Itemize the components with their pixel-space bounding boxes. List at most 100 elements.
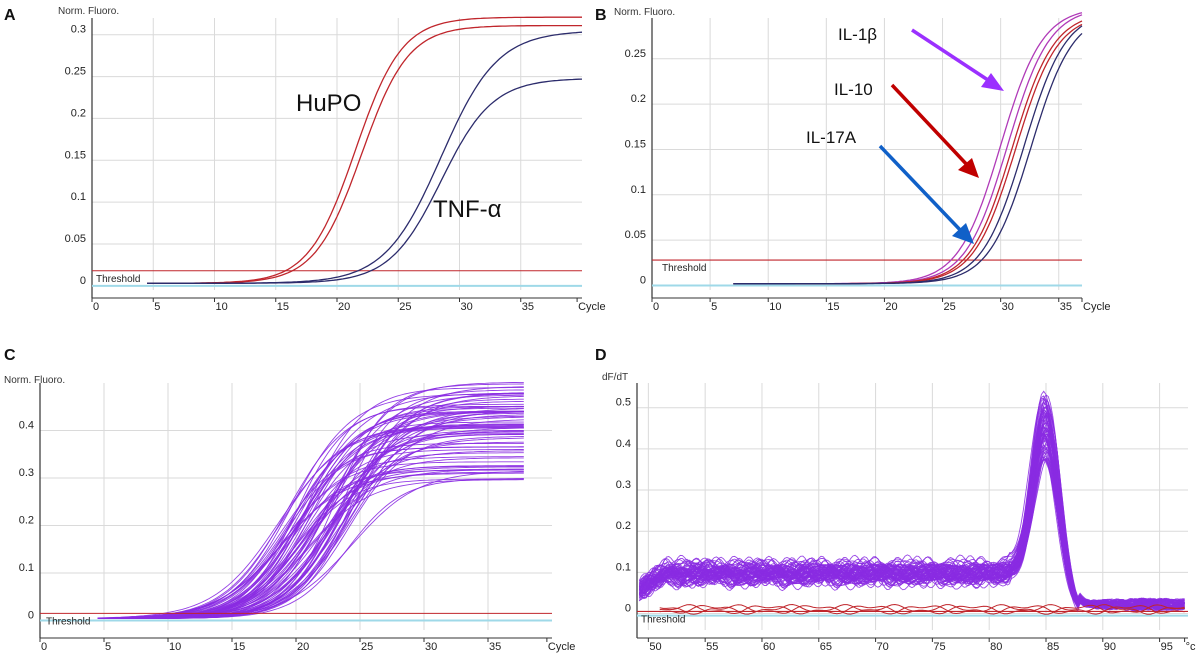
panel-a-y-axis-title: Norm. Fluoro. xyxy=(58,6,119,17)
panel-b-y-tick: 0.1 xyxy=(631,184,646,196)
panel-a-curves xyxy=(147,16,583,284)
panel-c-x-tick: 25 xyxy=(361,641,373,653)
panel-b-arrows xyxy=(878,28,1004,244)
panel-c-curve xyxy=(97,415,524,619)
panel-c-threshold-label: Threshold xyxy=(46,616,90,627)
panel-c-y-ticks: 0 0.1 0.2 0.3 0.4 xyxy=(19,420,34,622)
panel-b-annotation-il17a: IL-17A xyxy=(806,128,857,147)
panel-d-y-tick: 0 xyxy=(625,603,631,615)
panel-a: A Norm. Fluoro. 0 0.05 0.1 0.15 0.2 0.25… xyxy=(4,6,606,313)
panel-b-y-axis-title: Norm. Fluoro. xyxy=(614,7,675,18)
panel-d-x-ticks: 50 55 60 65 70 75 80 85 90 95 °c xyxy=(649,641,1196,653)
panel-b-y-tick: 0.2 xyxy=(631,93,646,105)
panel-c-y-tick: 0 xyxy=(28,610,34,622)
arrow-il10-shaft xyxy=(890,83,972,170)
panel-b-annotation-il1b: IL-1β xyxy=(838,25,877,44)
panel-d-axes xyxy=(636,383,1188,642)
panel-b-x-tick: 10 xyxy=(769,301,781,313)
panel-c-curves xyxy=(97,381,524,620)
panel-a-curve xyxy=(147,16,582,284)
panel-c-x-tick: Cycle xyxy=(548,641,576,653)
panel-c-letter: C xyxy=(4,347,16,364)
panel-c-y-tick: 0.3 xyxy=(19,467,34,479)
panel-a-x-tick: 30 xyxy=(461,301,473,313)
panel-d-threshold-label: Threshold xyxy=(641,614,685,625)
panel-c-curve xyxy=(97,416,524,619)
panel-a-x-tick: 20 xyxy=(338,301,350,313)
panel-a-y-tick: 0.25 xyxy=(65,66,86,78)
panel-d-x-tick: 85 xyxy=(1047,641,1059,653)
panel-c-curve xyxy=(97,406,524,619)
arrow-il17a xyxy=(878,144,974,244)
panel-a-x-ticks: 0 5 10 15 20 25 30 35 Cycle xyxy=(93,301,606,313)
panel-a-curve xyxy=(147,24,582,284)
arrow-il1b xyxy=(911,28,1004,91)
panel-a-x-tick: 10 xyxy=(216,301,228,313)
panel-c-y-tick: 0.2 xyxy=(19,515,34,527)
arrow-il1b-head xyxy=(981,73,1004,91)
panel-b-x-tick: Cycle xyxy=(1083,301,1111,313)
panel-b-x-tick: 35 xyxy=(1060,301,1072,313)
panel-a-x-tick: 15 xyxy=(277,301,289,313)
panel-b-x-tick: 20 xyxy=(885,301,897,313)
panel-a-curve xyxy=(147,31,583,284)
panel-c-x-tick: 20 xyxy=(297,641,309,653)
panel-a-y-tick: 0 xyxy=(80,275,86,287)
panel-a-y-ticks: 0 0.05 0.1 0.15 0.2 0.25 0.3 xyxy=(65,24,86,287)
panel-c-y-tick: 0.1 xyxy=(19,562,34,574)
panel-a-grid xyxy=(92,18,582,290)
panel-c-x-tick: 35 xyxy=(489,641,501,653)
panel-b-x-tick: 0 xyxy=(653,301,659,313)
panel-c-curve xyxy=(97,405,524,619)
arrow-il1b-shaft xyxy=(911,28,995,86)
panel-a-x-tick: Cycle xyxy=(578,301,606,313)
panel-d-y-axis-title: dF/dT xyxy=(602,372,628,383)
panel-d: D dF/dT 0 0.1 0.2 0.3 0.4 0.5 50 55 60 6… xyxy=(595,347,1196,653)
panel-b-x-ticks: 0 5 10 15 20 25 30 35 Cycle xyxy=(653,301,1111,313)
panel-d-x-tick: 55 xyxy=(706,641,718,653)
panel-d-x-tick: °c xyxy=(1186,641,1196,653)
panel-d-x-tick: 95 xyxy=(1161,641,1173,653)
panel-c-curve xyxy=(97,406,524,619)
panel-a-x-tick: 35 xyxy=(522,301,534,313)
panel-a-y-tick: 0.05 xyxy=(65,233,86,245)
panel-c-y-axis-title: Norm. Fluoro. xyxy=(4,375,65,386)
panel-a-annotation-tnf: TNF-α xyxy=(433,196,502,223)
panel-b: B Norm. Fluoro. 0 0.05 0.1 0.15 0.2 0.25… xyxy=(595,7,1111,313)
panel-b-y-tick: 0.15 xyxy=(625,138,646,150)
panel-d-y-tick: 0.4 xyxy=(616,438,631,450)
panel-d-curves xyxy=(638,390,1185,613)
panel-d-curve xyxy=(639,414,1185,611)
panel-d-x-tick: 65 xyxy=(820,641,832,653)
panel-b-grid xyxy=(652,18,1082,290)
panel-c-curve xyxy=(97,393,524,619)
panel-c-curve xyxy=(97,381,524,619)
panel-b-threshold-label: Threshold xyxy=(662,263,706,274)
panel-d-grid xyxy=(637,383,1188,630)
panel-d-y-tick: 0.2 xyxy=(616,520,631,532)
panel-b-y-ticks: 0 0.05 0.1 0.15 0.2 0.25 xyxy=(625,48,646,287)
panel-d-y-ticks: 0 0.1 0.2 0.3 0.4 0.5 xyxy=(616,397,631,615)
panel-c-x-tick: 5 xyxy=(105,641,111,653)
panel-a-x-tick: 25 xyxy=(399,301,411,313)
panel-a-y-tick: 0.3 xyxy=(71,24,86,36)
panel-c-x-tick: 0 xyxy=(41,641,47,653)
panel-b-x-tick: 5 xyxy=(711,301,717,313)
panel-b-y-tick: 0.25 xyxy=(625,48,646,60)
panel-d-control-curves xyxy=(659,603,1185,615)
panel-c-curve xyxy=(97,433,524,619)
panel-a-x-tick: 5 xyxy=(154,301,160,313)
panel-a-letter: A xyxy=(4,7,16,24)
panel-d-x-tick: 50 xyxy=(649,641,661,653)
panel-b-y-tick: 0 xyxy=(640,274,646,286)
panel-c-y-tick: 0.4 xyxy=(19,420,34,432)
panel-b-x-tick: 15 xyxy=(827,301,839,313)
panel-b-curves xyxy=(733,12,1083,285)
panel-b-curve xyxy=(733,25,1083,285)
arrow-il10-head xyxy=(958,158,979,178)
arrow-il17a-shaft xyxy=(878,144,966,236)
panel-a-y-tick: 0.15 xyxy=(65,149,86,161)
panel-d-y-tick: 0.3 xyxy=(616,479,631,491)
panel-d-control-curve xyxy=(659,604,1185,615)
